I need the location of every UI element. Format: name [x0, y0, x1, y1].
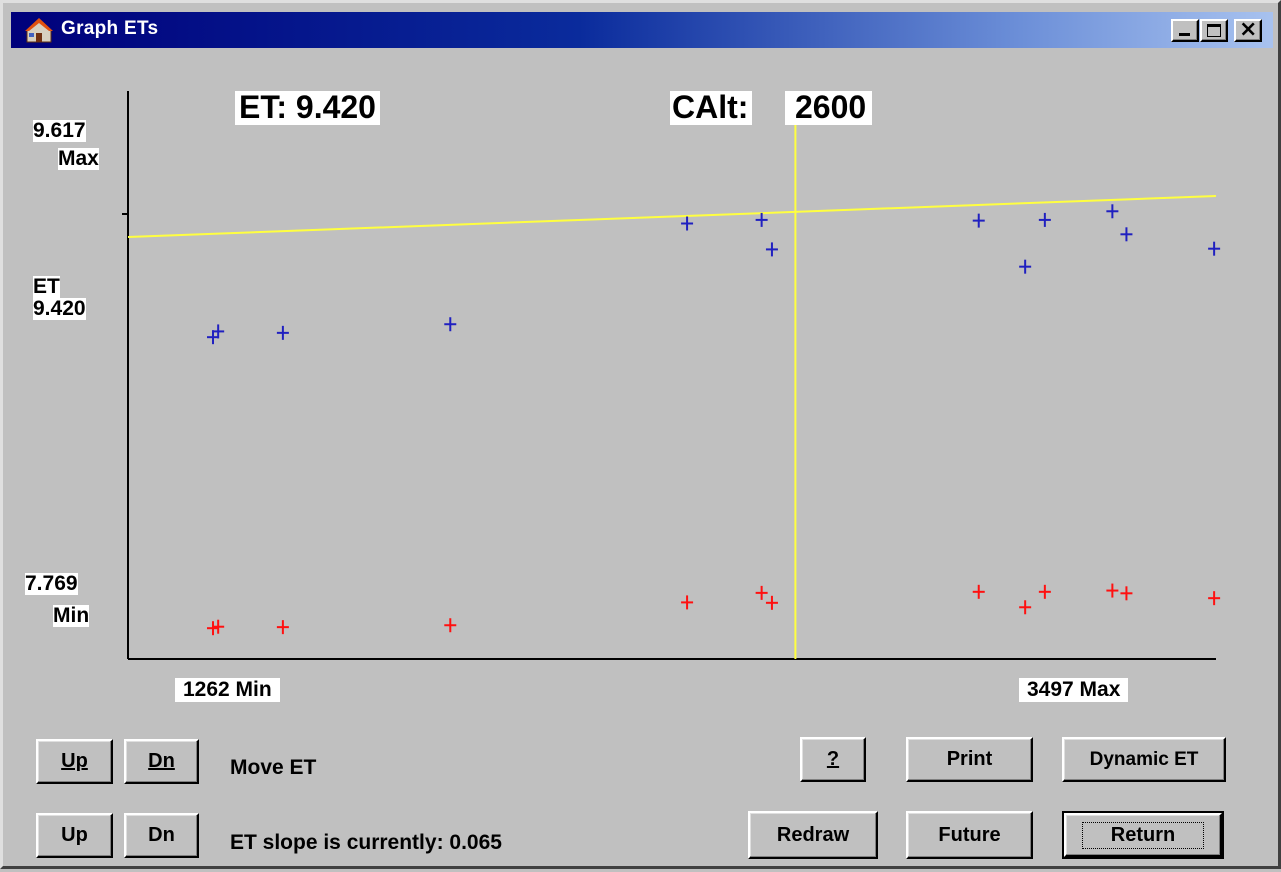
minimize-button[interactable]: [1171, 19, 1199, 42]
x-max-label: 3497 Max: [1019, 678, 1129, 703]
minimize-icon: [1179, 33, 1190, 36]
help-button[interactable]: ?: [800, 737, 866, 782]
dynamic-et-label: Dynamic ET: [1089, 748, 1199, 770]
house-icon: [25, 18, 53, 43]
future-button[interactable]: Future: [906, 811, 1033, 859]
move-et-up-button[interactable]: Up: [36, 739, 113, 784]
maximize-icon: [1207, 24, 1221, 37]
slope-down-button[interactable]: Dn: [124, 813, 199, 858]
et-scatter-chart[interactable]: [3, 3, 1281, 872]
return-label: Return: [1081, 821, 1205, 849]
help-label: ?: [826, 748, 840, 770]
calt-readout-label: CAlt:: [670, 90, 753, 125]
window-title: Graph ETs: [61, 18, 159, 39]
return-button[interactable]: Return: [1062, 811, 1224, 859]
y-max-value: 9.617: [33, 119, 86, 143]
future-label: Future: [938, 823, 1001, 846]
slope-status: ET slope is currently: 0.065: [230, 831, 502, 854]
redraw-button[interactable]: Redraw: [748, 811, 878, 859]
y-et-value: 9.420: [33, 297, 86, 321]
calt-readout-value: 2600: [785, 90, 873, 125]
close-icon: ×: [1239, 17, 1258, 42]
move-et-down-button[interactable]: Dn: [124, 739, 199, 784]
maximize-button[interactable]: [1200, 19, 1228, 42]
y-min-value: 7.769: [25, 572, 78, 596]
print-button[interactable]: Print: [906, 737, 1033, 782]
y-min-word: Min: [53, 604, 90, 628]
move-et-label: Move ET: [230, 756, 317, 779]
y-et-word: ET: [33, 275, 60, 299]
x-min-label: 1262 Min: [175, 678, 280, 703]
slope-up-button[interactable]: Up: [36, 813, 113, 858]
close-button[interactable]: ×: [1234, 17, 1262, 42]
et-readout: ET: 9.420: [235, 90, 380, 125]
print-label: Print: [946, 748, 993, 770]
move-et-up-label: Up: [61, 750, 88, 772]
dynamic-et-button[interactable]: Dynamic ET: [1062, 737, 1226, 782]
move-et-down-label: Dn: [148, 750, 175, 772]
slope-down-label: Dn: [148, 824, 175, 846]
redraw-label: Redraw: [776, 823, 850, 846]
et-fit-line: [127, 195, 1217, 238]
y-max-word: Max: [58, 147, 99, 171]
slope-up-label: Up: [61, 824, 88, 846]
title-bar[interactable]: Graph ETs ×: [11, 12, 1273, 48]
